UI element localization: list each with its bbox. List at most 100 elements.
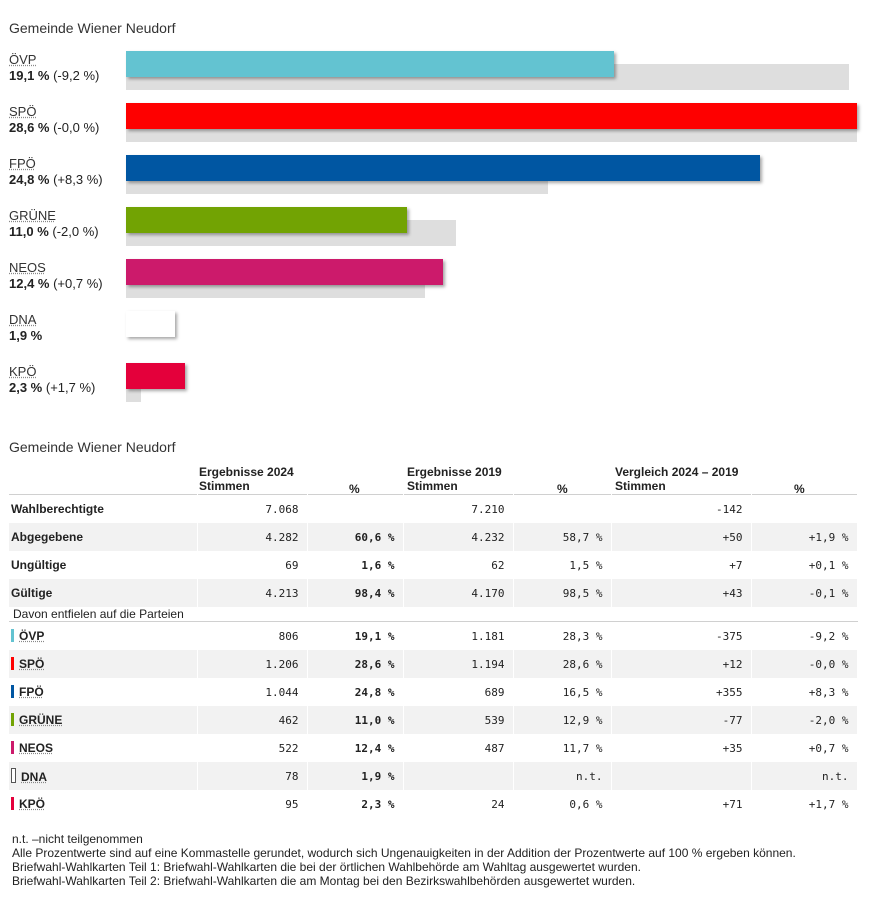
cell-d: +355: [611, 678, 752, 706]
party-label-övp: ÖVP 19,1 % (-9,2 %): [9, 52, 99, 84]
cell-d: +7: [611, 551, 752, 579]
cell-p19: 11,7 %: [513, 734, 612, 762]
footnote-line: Alle Prozentwerte sind auf eine Kommaste…: [12, 846, 796, 860]
header-2024-title: Ergebnisse 2024: [199, 465, 294, 479]
party-change-övp: (-9,2 %): [49, 68, 100, 83]
cell-p24: 60,6 %: [307, 523, 404, 551]
cell-p24: 24,8 %: [307, 678, 404, 706]
cell-p19: 16,5 %: [513, 678, 612, 706]
party-swatch: [11, 768, 16, 783]
party-swatch: [11, 685, 14, 698]
party-label-dna: DNA 1,9 %: [9, 312, 42, 344]
cell-dp: +1,7 %: [751, 790, 858, 818]
parties-subheader-text: Davon entfielen auf die Parteien: [9, 607, 857, 622]
party-value-text-fpö: 24,8 %: [9, 172, 50, 187]
bar-kpö: [126, 363, 185, 389]
footnote-line: n.t. –nicht teilgenommen: [12, 832, 143, 846]
header-2024-stimmen: Stimmen: [199, 479, 250, 493]
row-label: Wahlberechtigte: [9, 494, 198, 523]
cell-d: +43: [611, 579, 752, 607]
party-name-fpö: FPÖ: [9, 156, 36, 171]
table-row: ÖVP 806 19,1 % 1.181 28,3 % -375 -9,2 %: [9, 621, 858, 650]
table-row: DNA 78 1,9 % n.t. n.t.: [9, 762, 858, 790]
table-row: Wahlberechtigte 7.068 7.210 -142: [9, 494, 858, 523]
party-value-text-kpö: 2,3 %: [9, 380, 43, 395]
cell-v24: 522: [197, 734, 308, 762]
cell-p24: 28,6 %: [307, 650, 404, 678]
cell-p19: 0,6 %: [513, 790, 612, 818]
header-2019: Ergebnisse 2019 Stimmen: [407, 465, 502, 493]
cell-p24: 2,3 %: [307, 790, 404, 818]
cell-dp: +8,3 %: [751, 678, 858, 706]
cell-p24: 12,4 %: [307, 734, 404, 762]
party-name: KPÖ: [19, 797, 46, 811]
row-label: ÖVP: [9, 621, 198, 650]
cell-d: -375: [611, 621, 752, 650]
header-compare: Vergleich 2024 – 2019 Stimmen: [615, 465, 738, 493]
party-name: FPÖ: [19, 685, 44, 699]
table-row: Abgegebene 4.282 60,6 % 4.232 58,7 % +50 +1,9 …: [9, 523, 858, 551]
cell-dp: -9,2 %: [751, 621, 858, 650]
row-label: Gültige: [9, 579, 198, 607]
cell-p19: n.t.: [513, 762, 612, 790]
party-name-spö: SPÖ: [9, 104, 37, 119]
cell-dp: +1,9 %: [751, 523, 858, 551]
header-2019-stimmen: Stimmen: [407, 479, 458, 493]
cell-p24: 1,6 %: [307, 551, 404, 579]
row-label: NEOS: [9, 734, 198, 762]
header-compare-pct: %: [794, 482, 805, 496]
cell-v19: 1.181: [403, 621, 514, 650]
header-2019-pct: %: [557, 482, 568, 496]
footnote-line: Briefwahl-Wahlkarten Teil 2: Briefwahl-W…: [12, 874, 636, 888]
cell-dp: [751, 494, 858, 523]
party-name: NEOS: [19, 741, 54, 755]
bar-övp: [126, 51, 615, 77]
party-change-fpö: (+8,3 %): [49, 172, 103, 187]
row-label: DNA: [9, 762, 198, 790]
party-change-grüne: (-2,0 %): [48, 224, 99, 239]
table-row: NEOS 522 12,4 % 487 11,7 % +35 +0,7 %: [9, 734, 858, 762]
cell-d: -142: [611, 494, 752, 523]
cell-p24: 98,4 %: [307, 579, 404, 607]
party-value-text-spö: 28,6 %: [9, 120, 50, 135]
party-value-fpö: 24,8 % (+8,3 %): [9, 172, 103, 188]
cell-v24: 462: [197, 706, 308, 734]
cell-v24: 95: [197, 790, 308, 818]
cell-dp: -2,0 %: [751, 706, 858, 734]
cell-dp: -0,0 %: [751, 650, 858, 678]
party-name: SPÖ: [19, 657, 45, 671]
cell-v19: 24: [403, 790, 514, 818]
row-label: Ungültige: [9, 551, 198, 579]
party-value-kpö: 2,3 % (+1,7 %): [9, 380, 95, 396]
party-value-text-neos: 12,4 %: [9, 276, 50, 291]
cell-d: +71: [611, 790, 752, 818]
row-label: KPÖ: [9, 790, 198, 818]
bar-dna: [126, 311, 175, 337]
table-row: Gültige 4.213 98,4 % 4.170 98,5 % +43 -0,1 %: [9, 579, 858, 607]
cell-v19: 487: [403, 734, 514, 762]
cell-v19: 1.194: [403, 650, 514, 678]
cell-v19: 539: [403, 706, 514, 734]
party-value-dna: 1,9 %: [9, 328, 42, 344]
cell-p19: [513, 494, 612, 523]
party-swatch: [11, 797, 14, 810]
party-change-spö: (-0,0 %): [49, 120, 100, 135]
row-label: SPÖ: [9, 650, 198, 678]
party-value-grüne: 11,0 % (-2,0 %): [9, 224, 99, 240]
bar-fpö: [126, 155, 760, 181]
cell-p24: 11,0 %: [307, 706, 404, 734]
party-label-spö: SPÖ 28,6 % (-0,0 %): [9, 104, 99, 136]
party-value-text-övp: 19,1 %: [9, 68, 50, 83]
table-title: Gemeinde Wiener Neudorf: [9, 439, 176, 455]
cell-v24: 806: [197, 621, 308, 650]
bar-spö: [126, 103, 857, 129]
header-compare-title: Vergleich 2024 – 2019: [615, 465, 739, 479]
results-grid: Wahlberechtigte 7.068 7.210 -142 Abgegebene 4…: [9, 494, 858, 818]
cell-p19: 28,6 %: [513, 650, 612, 678]
party-name: ÖVP: [19, 629, 45, 643]
cell-p24: 1,9 %: [307, 762, 404, 790]
cell-p19: 1,5 %: [513, 551, 612, 579]
party-change-neos: (+0,7 %): [49, 276, 103, 291]
cell-v24: 4.213: [197, 579, 308, 607]
table-row: FPÖ 1.044 24,8 % 689 16,5 % +355 +8,3 %: [9, 678, 858, 706]
